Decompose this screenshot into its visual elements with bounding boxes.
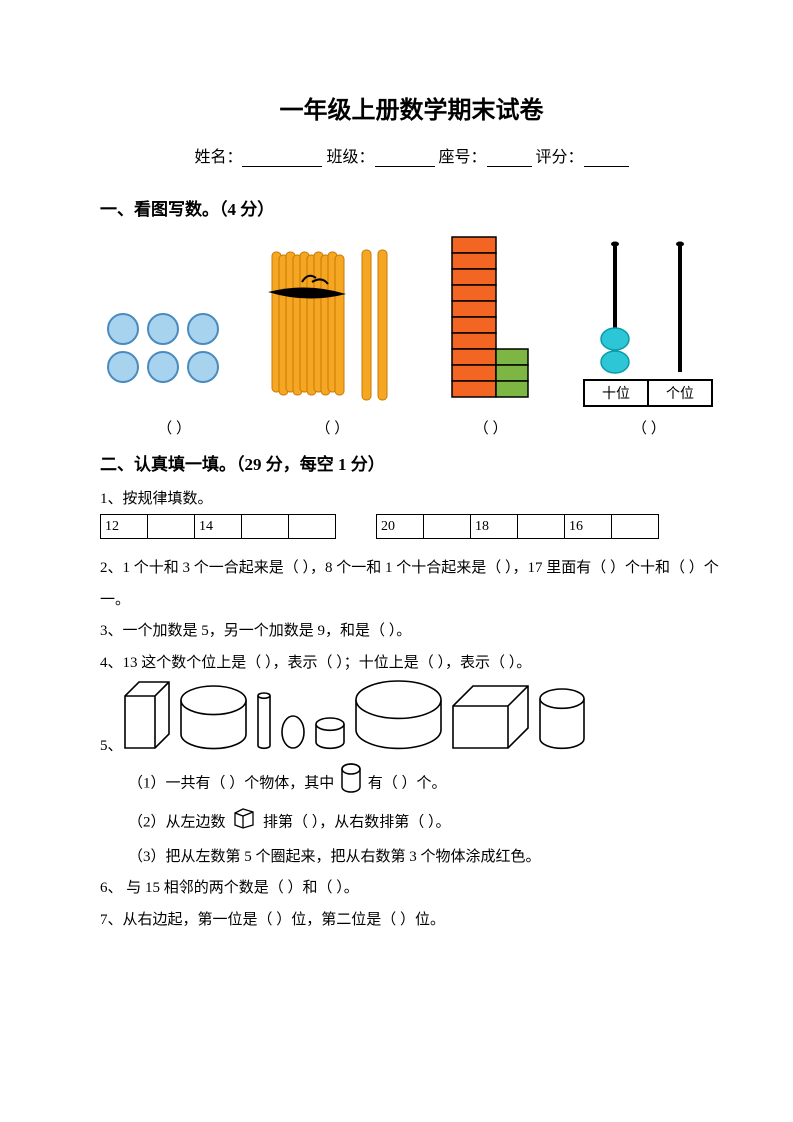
shape-cuboid bbox=[123, 680, 171, 763]
abacus-ones-label: 个位 bbox=[649, 381, 711, 405]
ans-blank-3[interactable]: （ ） bbox=[417, 417, 565, 438]
seat-label: 座号： bbox=[439, 149, 487, 166]
ans-blank-4[interactable]: （ ） bbox=[575, 417, 723, 438]
q2-5-3: （3）把从左数第 5 个圈起来，把从右数第 3 个物体涂成红色。 bbox=[100, 842, 723, 874]
fig-circles bbox=[100, 307, 242, 407]
q2-7: 7、从右边起，第一位是（ ）位，第二位是（ ）位。 bbox=[100, 905, 723, 937]
fig-blocks bbox=[422, 232, 564, 407]
seq-cell[interactable] bbox=[424, 515, 471, 539]
score-blank[interactable] bbox=[584, 149, 629, 167]
shapes-row bbox=[123, 679, 586, 763]
student-info-line: 姓名： 班级： 座号： 评分： bbox=[100, 143, 723, 167]
seq-cell[interactable] bbox=[518, 515, 565, 539]
shape-cube bbox=[451, 684, 530, 763]
page-title: 一年级上册数学期末试卷 bbox=[100, 90, 723, 125]
seq-cell[interactable] bbox=[148, 515, 195, 539]
sequence-table-b[interactable]: 20 18 16 bbox=[376, 514, 659, 539]
q2-5-2: （2）从左边数 排第（ ），从右数排第（ ）。 bbox=[100, 805, 723, 842]
shape-cyl_tall bbox=[538, 687, 586, 763]
small-cube-icon bbox=[231, 805, 257, 842]
q5-2b: 排第（ ），从右数排第（ ）。 bbox=[263, 815, 451, 831]
seq-cell[interactable]: 20 bbox=[377, 515, 424, 539]
q2-1-label: 1、按规律填数。 bbox=[100, 487, 723, 508]
shape-oval bbox=[280, 714, 306, 763]
seat-blank[interactable] bbox=[487, 149, 532, 167]
section-2-heading: 二、认真填一填。（29 分，每空 1 分） bbox=[100, 450, 723, 475]
seq-cell[interactable]: 16 bbox=[565, 515, 612, 539]
q1-figures-row: 十位 个位 bbox=[100, 232, 723, 407]
ans-blank-2[interactable]: （ ） bbox=[258, 417, 406, 438]
q5-2a: （2）从左边数 bbox=[128, 815, 226, 831]
q5-prefix: 5、 bbox=[100, 731, 123, 763]
section-1-heading: 一、看图写数。（4 分） bbox=[100, 195, 723, 220]
q2-5-shapes-line: 5、 bbox=[100, 679, 723, 763]
seq-cell[interactable] bbox=[612, 515, 659, 539]
q5-1b: 有（ ）个。 bbox=[368, 776, 447, 792]
shape-thin_cyl bbox=[256, 691, 272, 763]
seq-cell[interactable] bbox=[289, 515, 336, 539]
class-label: 班级： bbox=[326, 149, 374, 166]
name-label: 姓名： bbox=[194, 149, 242, 166]
sequence-tables: 12 14 20 18 16 bbox=[100, 514, 723, 539]
q2-3: 3、一个加数是 5，另一个加数是 9，和是（ ）。 bbox=[100, 616, 723, 648]
seq-cell[interactable]: 18 bbox=[471, 515, 518, 539]
q1-answer-row: （ ） （ ） （ ） （ ） bbox=[100, 417, 723, 438]
seq-cell[interactable] bbox=[242, 515, 289, 539]
small-cylinder-icon bbox=[340, 763, 362, 806]
exam-page: 一年级上册数学期末试卷 姓名： 班级： 座号： 评分： 一、看图写数。（4 分）… bbox=[0, 0, 793, 1122]
shape-wide_cyl bbox=[354, 679, 443, 763]
q2-6: 6、 与 15 相邻的两个数是（ ）和（ ）。 bbox=[100, 873, 723, 905]
class-blank[interactable] bbox=[375, 149, 435, 167]
q2-4: 4、13 这个数个位上是（ ），表示（ ）；十位上是（ ），表示（ ）。 bbox=[100, 648, 723, 680]
fig-sticks bbox=[252, 242, 412, 407]
q2-2: 2、1 个十和 3 个一合起来是（ ），8 个一和 1 个十合起来是（ ），17… bbox=[100, 553, 723, 616]
q2-5-1: （1）一共有（ ）个物体，其中 有（ ）个。 bbox=[100, 763, 723, 806]
abacus-tens-label: 十位 bbox=[585, 381, 649, 405]
fig-abacus: 十位 个位 bbox=[573, 239, 723, 407]
seq-cell[interactable]: 12 bbox=[101, 515, 148, 539]
sequence-table-a[interactable]: 12 14 bbox=[100, 514, 336, 539]
shape-small_cyl bbox=[314, 716, 346, 763]
ans-blank-1[interactable]: （ ） bbox=[100, 417, 248, 438]
shape-cylinder_wide bbox=[179, 684, 248, 763]
name-blank[interactable] bbox=[242, 149, 322, 167]
q5-1a: （1）一共有（ ）个物体，其中 bbox=[128, 776, 334, 792]
abacus-labels: 十位 个位 bbox=[583, 379, 713, 407]
seq-cell[interactable]: 14 bbox=[195, 515, 242, 539]
score-label: 评分： bbox=[536, 149, 584, 166]
